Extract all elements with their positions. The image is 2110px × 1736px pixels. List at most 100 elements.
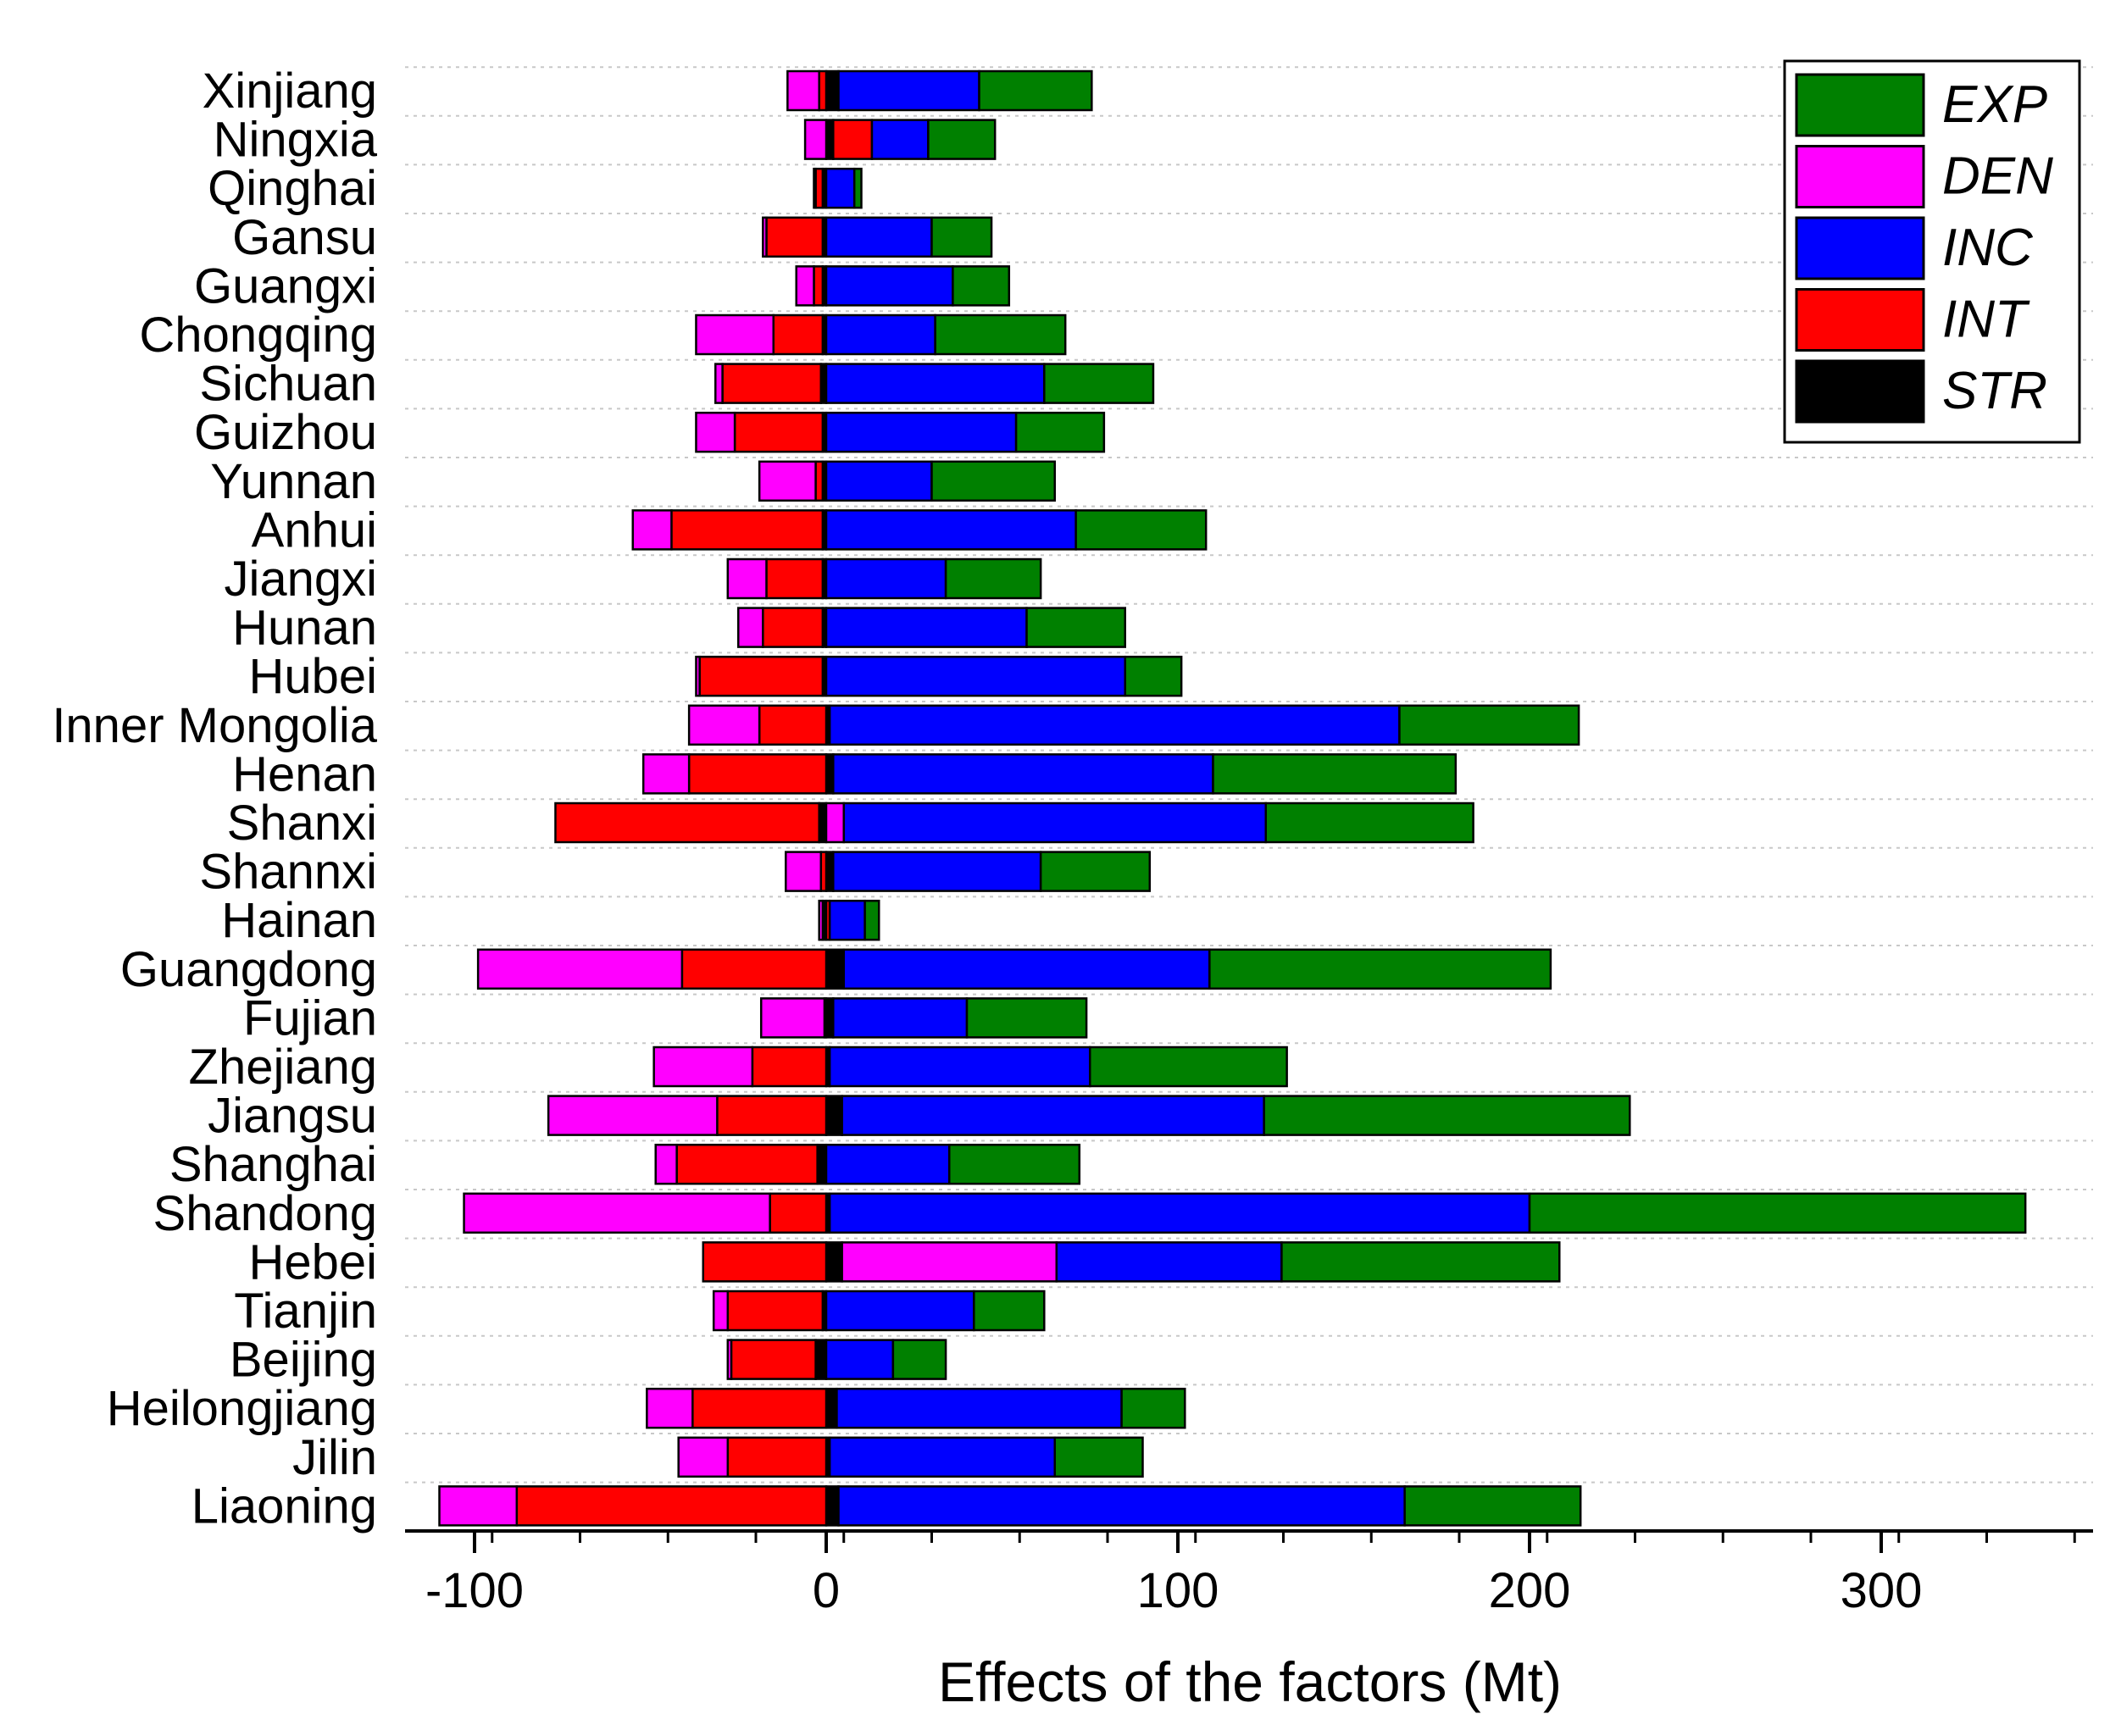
bar-heilongjiang-den (646, 1387, 694, 1429)
category-label-shandong: Shandong (153, 1186, 377, 1241)
bar-gansu-int (765, 216, 825, 258)
bar-henan-inc (832, 753, 1214, 795)
category-label-chongqing: Chongqing (139, 308, 377, 363)
bar-shannxi-inc (832, 851, 1042, 892)
bar-hebei-int (702, 1241, 828, 1283)
bar-jiangsu-den (547, 1095, 719, 1136)
bar-jiangxi-inc (825, 557, 947, 600)
bar-hebei-str (825, 1241, 843, 1283)
category-labels: XinjiangNingxiaQinghaiGansuGuangxiChongq… (52, 64, 377, 1534)
bar-jiangxi-exp (944, 557, 1042, 600)
bar-beijing-exp (891, 1339, 947, 1380)
category-label-beijing: Beijing (230, 1333, 377, 1388)
bar-jilin-den (677, 1436, 730, 1478)
bar-inner-mongolia-int (758, 704, 828, 746)
category-label-shanxi: Shanxi (227, 796, 377, 851)
bar-shanxi-exp (1264, 801, 1474, 844)
category-label-heilongjiang: Heilongjiang (107, 1381, 377, 1436)
category-label-anhui: Anhui (252, 502, 377, 557)
category-label-jiangxi: Jiangxi (224, 552, 377, 607)
bar-shandong-inc (828, 1192, 1531, 1234)
bar-sichuan-den (714, 363, 724, 404)
bar-guangxi-inc (825, 265, 954, 307)
bar-anhui-den (631, 509, 673, 551)
bar-liaoning-den (438, 1485, 519, 1527)
bar-liaoning-str (825, 1485, 840, 1527)
bar-tianjin-den (712, 1290, 730, 1332)
legend: EXP DEN INC INT STR (1783, 59, 2081, 444)
x-axis: -100 0 100 200 300 (405, 1529, 2093, 1618)
bar-beijing-den (726, 1339, 733, 1380)
bar-shanxi-inc (842, 801, 1267, 844)
bar-chongqing-den (695, 313, 775, 356)
category-label-shanghai: Shanghai (169, 1137, 377, 1192)
legend-label-exp: EXP (1942, 75, 2047, 134)
bar-shanghai-exp (948, 1143, 1081, 1185)
bar-zhejiang-inc (828, 1045, 1091, 1088)
bar-chongqing-int (772, 313, 825, 356)
bar-tianjin-exp (973, 1290, 1046, 1332)
bar-gansu-exp (930, 216, 993, 258)
bar-shandong-den (463, 1192, 771, 1234)
bar-anhui-int (670, 509, 825, 551)
bar-fujian-exp (965, 997, 1088, 1039)
bar-shannxi-exp (1039, 851, 1152, 892)
bar-tianjin-int (726, 1290, 825, 1332)
bar-hebei-exp (1280, 1241, 1561, 1283)
category-label-guangdong: Guangdong (120, 942, 377, 997)
category-label-inner-mongolia: Inner Mongolia (52, 698, 377, 753)
bar-hainan-den (818, 899, 825, 941)
bar-hebei-inc (1055, 1241, 1283, 1283)
legend-label-str: STR (1942, 362, 2047, 420)
category-label-qinghai: Qinghai (208, 161, 377, 216)
bar-tianjin-inc (825, 1290, 975, 1332)
bar-chongqing-exp (934, 313, 1067, 356)
bar-jiangxi-den (726, 557, 768, 600)
bar-liaoning-exp (1403, 1485, 1582, 1527)
bar-shanghai-str (816, 1143, 828, 1185)
bar-shanxi-int (554, 801, 820, 844)
category-label-ningxia: Ningxia (214, 113, 378, 168)
category-label-tianjin: Tianjin (234, 1284, 377, 1339)
x-tick-label: -100 (425, 1563, 524, 1618)
legend-swatch-den (1795, 145, 1925, 208)
bar-anhui-inc (825, 509, 1077, 551)
bar-shanghai-inc (825, 1143, 951, 1185)
bar-guangdong-int (680, 948, 828, 990)
legend-label-int: INT (1942, 291, 2030, 349)
legend-label-inc: INC (1942, 219, 2034, 277)
bar-zhejiang-exp (1089, 1045, 1288, 1088)
bar-beijing-str (814, 1339, 828, 1380)
bar-xinjiang-den (786, 69, 820, 112)
bar-guangdong-exp (1208, 948, 1552, 990)
bar-xinjiang-str (825, 69, 840, 112)
bar-hubei-den (695, 655, 701, 697)
category-label-hainan: Hainan (221, 893, 377, 948)
category-label-liaoning: Liaoning (192, 1478, 377, 1534)
bar-inner-mongolia-exp (1398, 704, 1580, 746)
bar-guizhou-int (733, 411, 825, 453)
bars (438, 69, 2027, 1527)
bar-hunan-inc (825, 607, 1028, 648)
bar-zhejiang-den (652, 1045, 754, 1088)
bar-fujian-inc (832, 997, 969, 1039)
category-label-fujian: Fujian (243, 990, 377, 1045)
bar-jiangsu-inc (841, 1095, 1265, 1136)
bar-jiangsu-str (825, 1095, 843, 1136)
bar-qinghai-den (813, 167, 817, 209)
bar-fujian-den (759, 997, 826, 1039)
bar-heilongjiang-inc (836, 1387, 1123, 1429)
bar-hunan-den (737, 607, 764, 648)
x-tick-label: 200 (1489, 1563, 1571, 1618)
bar-guangdong-den (476, 948, 684, 990)
bar-beijing-int (730, 1339, 817, 1380)
bar-qinghai-inc (825, 167, 856, 209)
bar-jiangsu-int (716, 1095, 828, 1136)
bar-shandong-exp (1528, 1192, 2027, 1234)
bar-jilin-inc (828, 1436, 1057, 1478)
legend-label-den: DEN (1942, 147, 2053, 206)
bar-qinghai-exp (852, 167, 863, 209)
bar-chongqing-inc (825, 313, 936, 356)
legend-swatch-int (1795, 288, 1925, 352)
